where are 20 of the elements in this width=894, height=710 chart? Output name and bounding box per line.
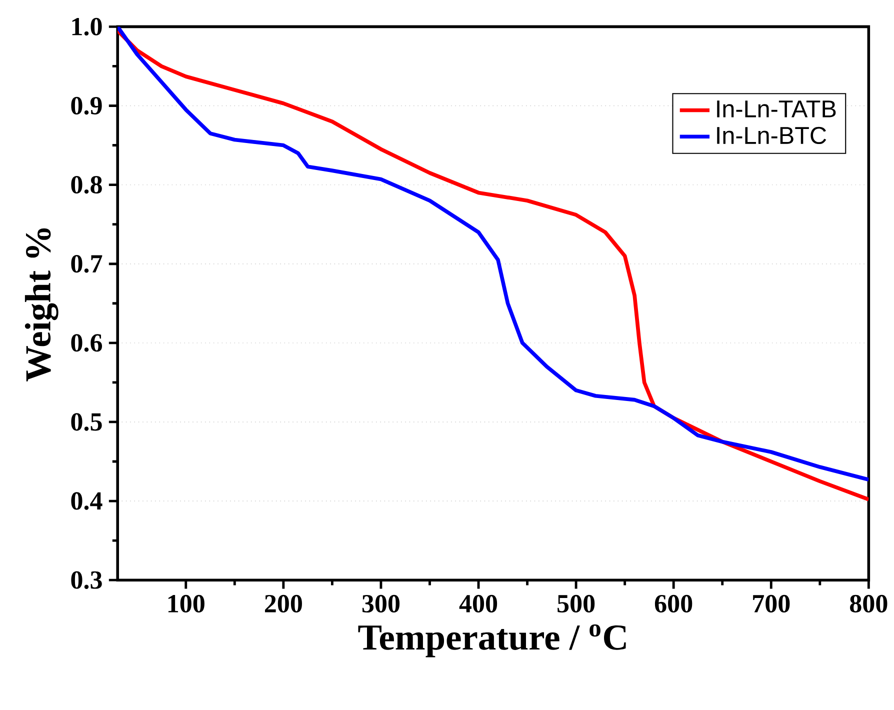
legend-label: In-Ln-BTC (717, 127, 826, 144)
legend-label: In-Ln-TATB (717, 100, 836, 118)
y-tick-label: 0.3 (71, 571, 102, 590)
x-tick-label: 200 (264, 595, 302, 613)
x-tick-label: 600 (654, 595, 692, 613)
y-tick-label: 0.9 (71, 97, 102, 115)
x-tick-label: 300 (362, 595, 400, 613)
y-tick-label: 0.7 (71, 255, 102, 273)
x-axis-title: Temperature / $^{o}$C (358, 624, 626, 658)
y-tick-label: 0.8 (71, 176, 102, 194)
x-tick-label: 100 (168, 595, 204, 613)
x-tick-label: 800 (850, 595, 888, 613)
x-tick-label: 400 (459, 595, 498, 613)
y-axis-title: Weight % (24, 228, 58, 382)
x-tick-label: 700 (753, 595, 790, 613)
x-tick-label: 500 (558, 595, 595, 613)
y-tick-label: 0.5 (71, 413, 102, 432)
y-tick-label: 0.6 (71, 334, 102, 352)
y-tick-label: 0.4 (71, 492, 102, 510)
y-tick-label: 1.0 (72, 18, 102, 36)
